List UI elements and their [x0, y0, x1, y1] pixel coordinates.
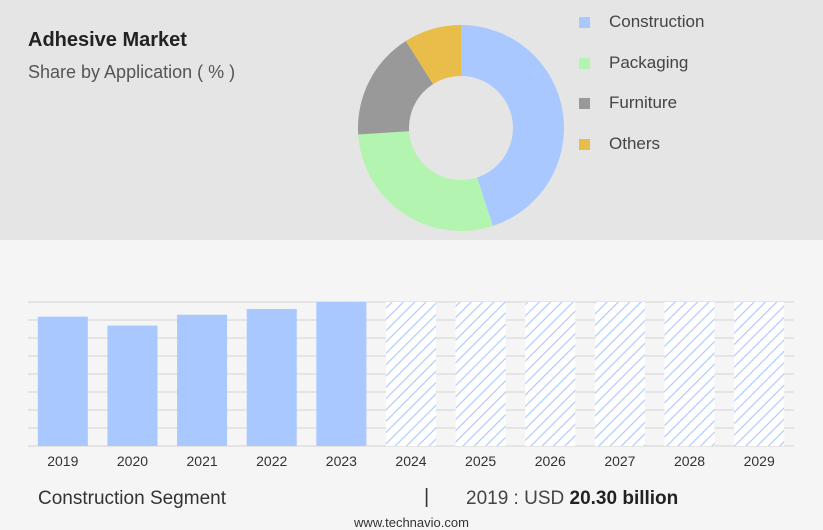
footer-separator: |: [424, 486, 430, 508]
legend-swatch: [579, 17, 590, 28]
forecast-bar: [594, 302, 645, 446]
legend-label: Packaging: [609, 52, 689, 72]
segment-value-amount: 20.30 billion: [569, 488, 679, 509]
legend-swatch: [579, 139, 590, 151]
forecast-bar: [525, 302, 576, 446]
x-tick-label: 2021: [187, 453, 218, 469]
bar-chart: 2019 2020 2021 2022 2023 2024 2025 2026 2027 2028…: [28, 301, 794, 469]
segment-label: Construction Segment: [38, 488, 226, 509]
bar: [107, 325, 158, 446]
x-tick-label: 2022: [256, 453, 287, 469]
legend-swatch: [579, 98, 590, 110]
legend-label: Construction: [609, 12, 705, 31]
legend-label: Others: [609, 134, 661, 154]
x-tick-label: 2025: [465, 453, 496, 469]
donut-chart: [358, 25, 564, 231]
donut-slice-others: [405, 25, 461, 85]
legend-item-others: Others: [578, 132, 704, 173]
donut-slice-construction: [461, 25, 564, 226]
x-tick-label: 2019: [47, 453, 78, 469]
legend-swatch: [579, 57, 590, 69]
x-tick-label: 2023: [326, 453, 357, 469]
x-tick-label: 2028: [674, 453, 705, 469]
segment-value: 2019 : USD 20.30 billion: [466, 488, 678, 510]
chart-subtitle: Share by Application ( % ): [28, 62, 236, 82]
donut-legend: Construction Packaging Furniture Others: [578, 10, 704, 173]
forecast-bar: [664, 302, 715, 446]
legend-item-packaging: Packaging: [578, 51, 704, 92]
legend-item-construction: Construction: [578, 10, 704, 51]
forecast-bar: [734, 302, 785, 446]
legend-item-furniture: Furniture: [578, 91, 704, 132]
x-tick-label: 2029: [744, 453, 775, 469]
donut-slice-furniture: [358, 41, 434, 135]
segment-value-prefix: 2019 : USD: [466, 488, 565, 509]
forecast-bar: [386, 302, 436, 446]
x-tick-label: 2024: [395, 453, 426, 469]
bar: [37, 316, 88, 446]
bar: [177, 314, 228, 446]
donut-slice-packaging: [358, 131, 493, 231]
legend-label: Furniture: [609, 93, 678, 113]
bar: [246, 309, 297, 446]
x-tick-label: 2020: [117, 453, 148, 469]
source-link[interactable]: www.technavio.com: [354, 515, 469, 530]
bar: [316, 302, 367, 446]
chart-title: Adhesive Market: [28, 29, 187, 51]
forecast-bar: [455, 302, 506, 446]
x-tick-label: 2027: [604, 453, 635, 469]
x-tick-label: 2026: [535, 453, 566, 469]
